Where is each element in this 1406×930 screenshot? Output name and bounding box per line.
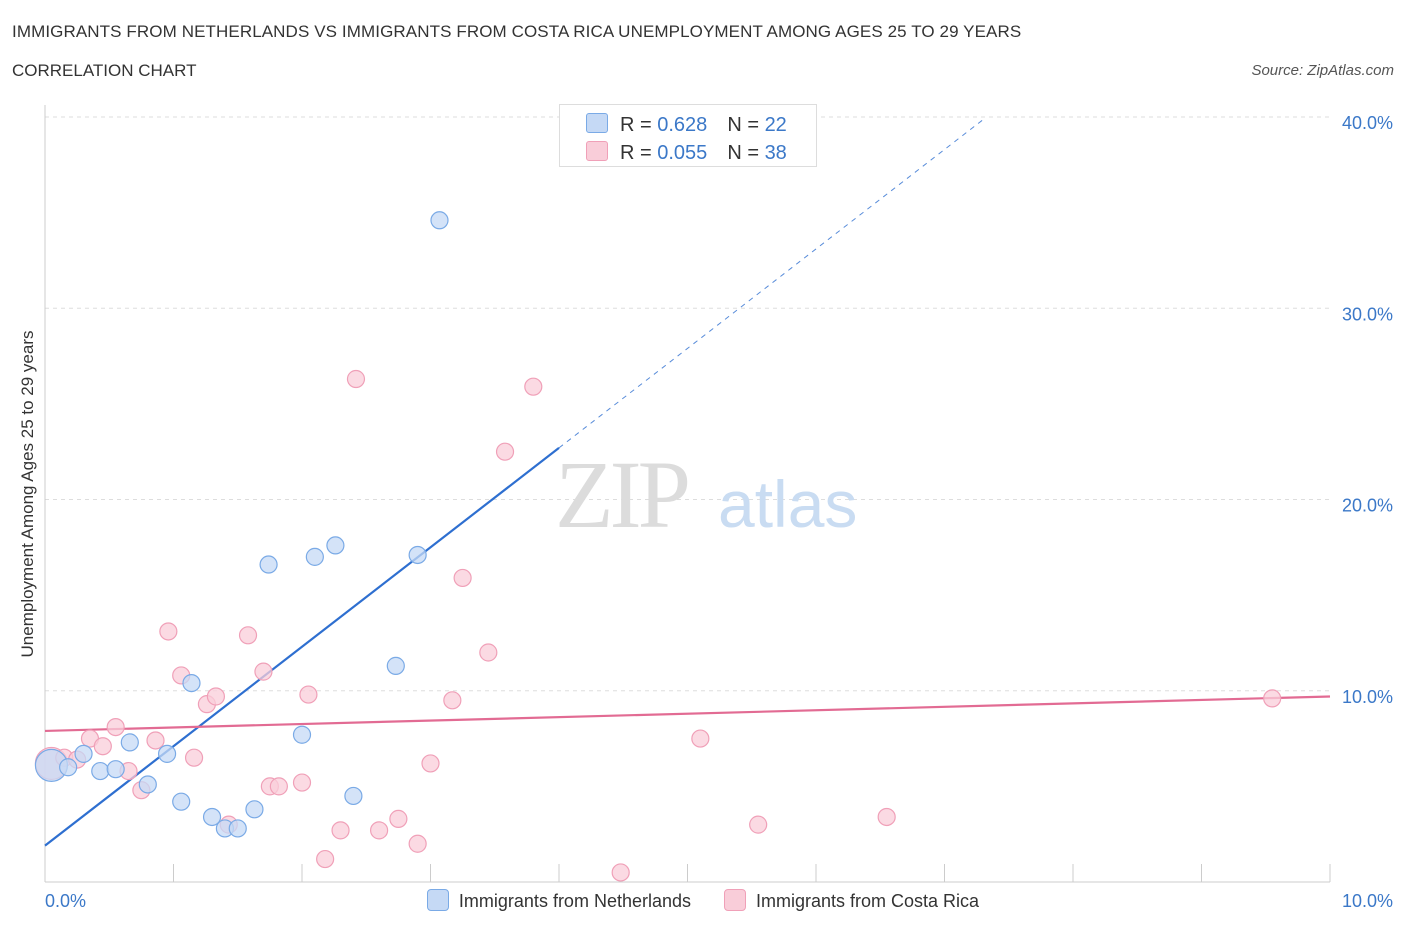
netherlands-point — [74, 744, 93, 763]
netherlands-trend-extension — [558, 119, 984, 449]
netherlands-point — [202, 807, 222, 827]
netherlands-point — [344, 786, 363, 806]
correlation-legend: R = 0.628 N = 22 R = 0.055 N = 38 — [559, 104, 817, 167]
netherlands-point — [138, 775, 157, 794]
y-tick-label: 20.0% — [1342, 496, 1393, 516]
costa-rica-point — [269, 777, 288, 796]
n-label: N = — [727, 114, 765, 136]
costa-rica-point — [254, 662, 273, 681]
n-label: N = — [727, 142, 765, 164]
costa-rica-swatch — [586, 141, 608, 161]
legend-row-costa-rica: R = 0.055 N = 38 — [586, 141, 787, 165]
costa-rica-point — [316, 849, 335, 869]
costa-rica-point — [421, 754, 440, 773]
n-value: 38 — [764, 142, 787, 164]
costa-rica-point — [370, 821, 389, 840]
r-value: 0.055 — [657, 142, 708, 164]
costa-rica-legend-swatch — [724, 889, 747, 911]
legend-label-costa-rica: Immigrants from Costa Rica — [756, 891, 980, 911]
r-value: 0.628 — [657, 114, 708, 136]
legend-label-netherlands: Immigrants from Netherlands — [458, 891, 691, 911]
y-tick-label: 10.0% — [1342, 687, 1393, 707]
netherlands-point — [106, 760, 125, 779]
netherlands-point — [430, 211, 449, 230]
costa-rica-point — [443, 691, 462, 710]
netherlands-point — [172, 792, 191, 811]
y-tick-label: 40.0% — [1342, 113, 1393, 133]
costa-rica-point — [1263, 689, 1282, 708]
netherlands-swatch — [586, 113, 608, 133]
watermark-atlas: atlas — [718, 467, 857, 541]
grid-layer — [45, 116, 1330, 692]
netherlands-point — [228, 819, 247, 838]
netherlands-point — [120, 733, 139, 752]
costa-rica-point — [346, 369, 366, 389]
costa-rica-point — [331, 821, 350, 840]
costa-rica-point — [877, 807, 896, 827]
netherlands-legend-swatch — [426, 889, 449, 911]
legend-row-netherlands: R = 0.628 N = 22 — [586, 113, 787, 137]
chart-subtitle: CORRELATION CHART — [12, 61, 197, 80]
x-tick-label: 10.0% — [1342, 891, 1393, 911]
costa-rica-point — [749, 815, 768, 834]
r-label: R = — [620, 114, 658, 136]
legend-item-costa-rica[interactable]: Immigrants from Costa Rica — [724, 889, 979, 912]
y-axis-label: Unemployment Among Ages 25 to 29 years — [18, 331, 37, 658]
watermark-zip: ZIP — [555, 441, 688, 548]
costa-rica-point — [206, 687, 226, 706]
trend-layer — [44, 119, 1331, 847]
chart-title: IMMIGRANTS FROM NETHERLANDS VS IMMIGRANT… — [12, 22, 1022, 41]
netherlands-point — [326, 536, 345, 555]
axes-layer — [44, 105, 1331, 883]
costa-rica-point — [106, 717, 125, 737]
tick-labels: 10.0% 20.0% 30.0% 40.0% 0.0% 10.0% — [45, 113, 1393, 911]
y-tick-label: 30.0% — [1342, 304, 1393, 324]
netherlands-point — [59, 758, 78, 777]
points-layer — [34, 211, 1282, 882]
series-legend: Immigrants from Netherlands Immigrants f… — [0, 889, 1406, 912]
x-tick-label: 0.0% — [45, 891, 86, 911]
watermark: ZIP atlas — [555, 441, 857, 548]
costa-rica-point — [408, 834, 427, 853]
netherlands-point — [408, 545, 427, 565]
costa-rica-point — [453, 568, 472, 588]
netherlands-point — [292, 725, 312, 744]
netherlands-point — [157, 744, 177, 763]
costa-rica-point — [691, 729, 710, 748]
netherlands-point — [182, 673, 201, 693]
costa-rica-point — [93, 737, 112, 756]
netherlands-point — [259, 555, 278, 574]
netherlands-point — [386, 656, 405, 675]
netherlands-point — [305, 547, 324, 566]
costa-rica-point — [238, 626, 258, 645]
costa-rica-point — [611, 863, 630, 882]
costa-rica-trend-line — [44, 695, 1331, 733]
costa-rica-point — [184, 748, 204, 767]
costa-rica-point — [524, 377, 543, 396]
costa-rica-point — [479, 643, 498, 662]
source-credit: Source: ZipAtlas.com — [1251, 62, 1394, 79]
costa-rica-point — [495, 442, 515, 461]
costa-rica-point — [146, 731, 165, 750]
costa-rica-point — [292, 773, 312, 792]
costa-rica-point — [299, 685, 318, 704]
costa-rica-point — [389, 809, 408, 828]
n-value: 22 — [764, 114, 787, 136]
legend-item-netherlands[interactable]: Immigrants from Netherlands — [426, 889, 691, 912]
r-label: R = — [620, 142, 658, 164]
netherlands-point — [245, 800, 264, 819]
netherlands-point — [91, 761, 110, 781]
costa-rica-point — [159, 622, 178, 641]
